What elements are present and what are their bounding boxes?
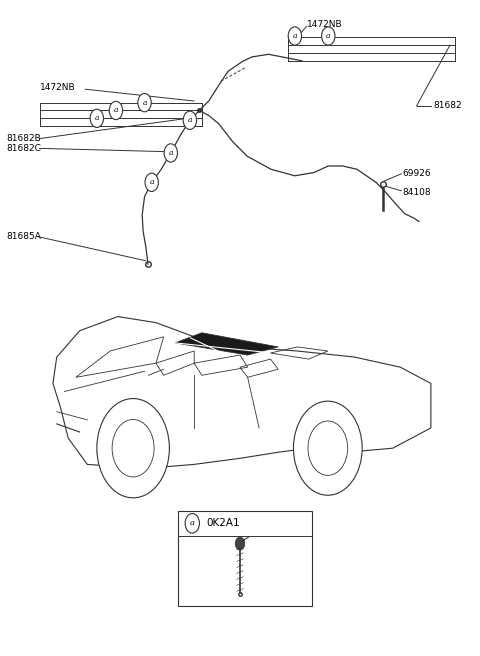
Text: a: a — [326, 32, 331, 40]
Text: a: a — [293, 32, 297, 40]
Circle shape — [185, 514, 199, 533]
Circle shape — [97, 399, 169, 498]
Polygon shape — [53, 317, 431, 468]
Text: 81682C: 81682C — [6, 144, 41, 153]
Circle shape — [145, 173, 158, 192]
Circle shape — [138, 94, 151, 112]
Circle shape — [183, 111, 197, 129]
Text: a: a — [142, 98, 147, 107]
Text: a: a — [114, 106, 118, 115]
Text: a: a — [168, 149, 173, 157]
Bar — [178, 511, 312, 605]
Text: 81685A: 81685A — [6, 232, 41, 241]
Text: 84108: 84108 — [402, 188, 431, 197]
Text: 81682B: 81682B — [6, 134, 41, 143]
Circle shape — [109, 101, 122, 119]
Text: 1472NB: 1472NB — [307, 20, 342, 30]
Text: a: a — [149, 178, 154, 186]
Text: a: a — [188, 116, 192, 124]
Polygon shape — [175, 333, 278, 355]
Text: 69926: 69926 — [402, 169, 431, 178]
Circle shape — [288, 27, 301, 45]
Circle shape — [293, 401, 362, 495]
Text: 81682: 81682 — [433, 102, 462, 110]
Circle shape — [164, 144, 178, 162]
Text: 1472NB: 1472NB — [39, 83, 75, 92]
Text: a: a — [190, 520, 195, 527]
Circle shape — [322, 27, 335, 45]
Text: 0K2A1: 0K2A1 — [206, 518, 240, 528]
Text: a: a — [95, 114, 99, 122]
Circle shape — [235, 537, 245, 550]
Circle shape — [90, 109, 104, 127]
